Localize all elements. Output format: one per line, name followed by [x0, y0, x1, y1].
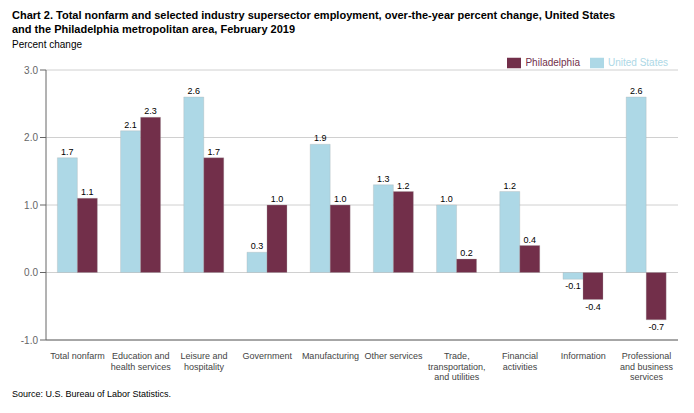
svg-text:-0.4: -0.4 [585, 302, 601, 312]
svg-text:1.9: 1.9 [314, 133, 327, 143]
svg-text:-0.7: -0.7 [648, 322, 664, 332]
svg-text:1.0: 1.0 [334, 194, 347, 204]
svg-text:2.6: 2.6 [630, 86, 643, 96]
svg-text:1.7: 1.7 [208, 147, 221, 157]
svg-text:2.0: 2.0 [24, 132, 38, 143]
svg-text:3.0: 3.0 [24, 65, 38, 76]
svg-text:Government: Government [242, 351, 292, 361]
svg-text:Professionaland businessservic: Professionaland businessservices [620, 351, 674, 382]
svg-text:1.0: 1.0 [440, 194, 453, 204]
svg-text:Manufacturing: Manufacturing [302, 351, 359, 361]
svg-text:1.0: 1.0 [24, 200, 38, 211]
svg-text:0.3: 0.3 [251, 241, 264, 251]
svg-text:1.1: 1.1 [81, 187, 94, 197]
svg-text:Leisure andhospitality: Leisure andhospitality [180, 351, 227, 371]
svg-text:Trade,transportation,and utili: Trade,transportation,and utilities [428, 351, 486, 382]
svg-text:0.0: 0.0 [24, 267, 38, 278]
svg-text:2.3: 2.3 [144, 106, 157, 116]
html-text:Percent change: Percent change [12, 39, 83, 50]
html-text:Philadelphia: Philadelphia [525, 56, 580, 68]
svg-text:-0.1: -0.1 [565, 281, 581, 291]
svg-text:Financialactivities: Financialactivities [502, 351, 538, 371]
html-text:and the Philadelphia metropoli: and the Philadelphia metropolitan area, … [12, 23, 295, 35]
svg-text:Education andhealth services: Education andhealth services [111, 351, 172, 371]
svg-text:0.2: 0.2 [460, 248, 473, 258]
html-text:United States: United States [608, 56, 668, 68]
svg-text:Information: Information [561, 351, 606, 361]
svg-text:1.2: 1.2 [397, 181, 410, 191]
svg-text:1.7: 1.7 [61, 147, 74, 157]
svg-text:Total nonfarm: Total nonfarm [50, 351, 105, 361]
svg-text:2.6: 2.6 [188, 86, 201, 96]
svg-text:-1.0: -1.0 [21, 335, 39, 346]
svg-text:0.4: 0.4 [524, 235, 537, 245]
html-text:Source: U.S. Bureau of Labor S: Source: U.S. Bureau of Labor Statistics. [12, 389, 172, 399]
svg-text:1.3: 1.3 [377, 174, 390, 184]
svg-text:2.1: 2.1 [124, 120, 137, 130]
svg-text:1.2: 1.2 [504, 181, 517, 191]
svg-text:Other services: Other services [365, 351, 424, 361]
html-text:Chart 2. Total nonfarm and sel: Chart 2. Total nonfarm and selected indu… [12, 9, 616, 21]
svg-text:1.0: 1.0 [271, 194, 284, 204]
